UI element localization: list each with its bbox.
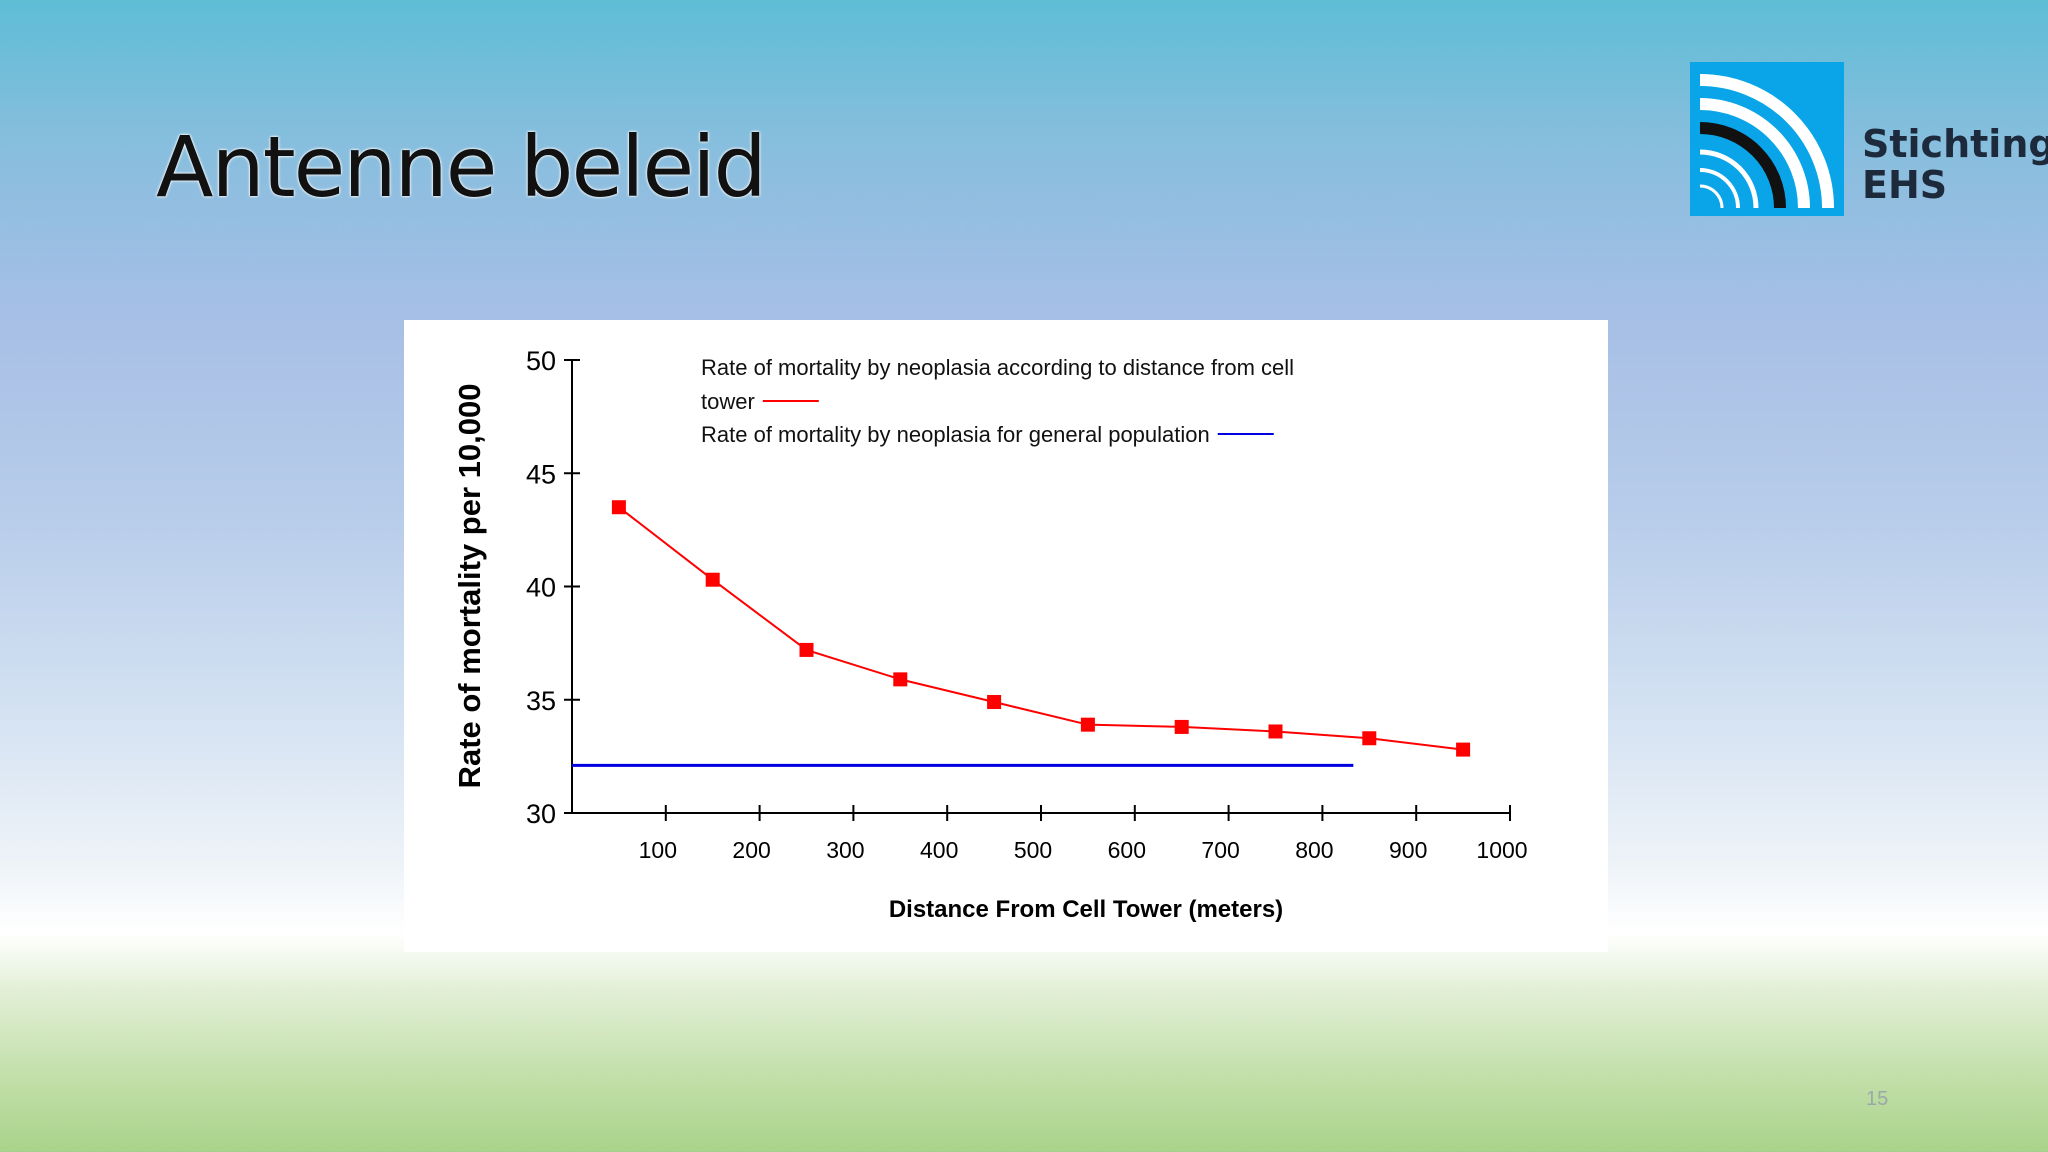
x-tick-label: 100 <box>639 837 677 863</box>
data-point-marker <box>1268 724 1283 739</box>
x-tick-label: 800 <box>1295 837 1333 863</box>
data-point-marker <box>611 500 626 515</box>
chart-series <box>572 500 1471 767</box>
x-tick-label: 500 <box>1014 837 1052 863</box>
logo-text: Stichting EHS <box>1862 124 2048 206</box>
legend-series-1-line2: tower <box>701 389 755 414</box>
legend: Rate of mortality by neoplasia according… <box>701 355 1294 447</box>
x-tick-label: 600 <box>1108 837 1146 863</box>
y-tick-label: 45 <box>526 459 556 489</box>
y-tick-label: 35 <box>526 686 556 716</box>
data-point-marker <box>987 695 1002 710</box>
x-axis-label: Distance From Cell Tower (meters) <box>889 896 1283 923</box>
legend-series-1-line1: Rate of mortality by neoplasia according… <box>701 355 1294 380</box>
x-tick-label: 700 <box>1201 837 1239 863</box>
y-tick-label: 40 <box>526 573 556 603</box>
data-point-marker <box>893 672 908 687</box>
stichting-ehs-logo: Stichting EHS <box>1690 62 2048 218</box>
legend-series-2: Rate of mortality by neoplasia for gener… <box>701 422 1210 447</box>
x-axis-ticks: 100 200 300 400 500 600 700 800 900 1000 <box>639 805 1528 863</box>
data-point-marker <box>1174 719 1189 734</box>
y-axis-label: Rate of mortality per 10,000 <box>452 384 487 789</box>
slide-title: Antenne beleid <box>156 118 767 216</box>
y-tick-label: 30 <box>526 799 556 829</box>
wave-signal-icon <box>1699 74 1834 209</box>
page-number: 15 <box>1866 1088 1889 1110</box>
data-point-marker <box>1362 731 1377 746</box>
y-axis-ticks: 30 35 40 45 50 <box>526 346 580 829</box>
data-point-marker <box>705 572 720 587</box>
data-point-marker <box>1456 742 1471 757</box>
x-tick-label: 900 <box>1389 837 1427 863</box>
logo-line-1: Stichting <box>1862 122 2048 166</box>
series-line-1 <box>618 506 1464 751</box>
x-tick-label: 1000 <box>1476 837 1527 863</box>
x-tick-label: 200 <box>732 837 770 863</box>
logo-line-2: EHS <box>1862 163 1948 207</box>
x-tick-label: 400 <box>920 837 958 863</box>
y-tick-label: 50 <box>526 346 556 376</box>
data-point-marker <box>1080 717 1095 732</box>
logo-emblem <box>1690 62 1844 216</box>
x-tick-label: 300 <box>826 837 864 863</box>
chart-panel: 30 35 40 45 50 100 200 300 400 500 600 700 800 900 10… <box>404 320 1608 952</box>
data-point-marker <box>799 642 814 657</box>
